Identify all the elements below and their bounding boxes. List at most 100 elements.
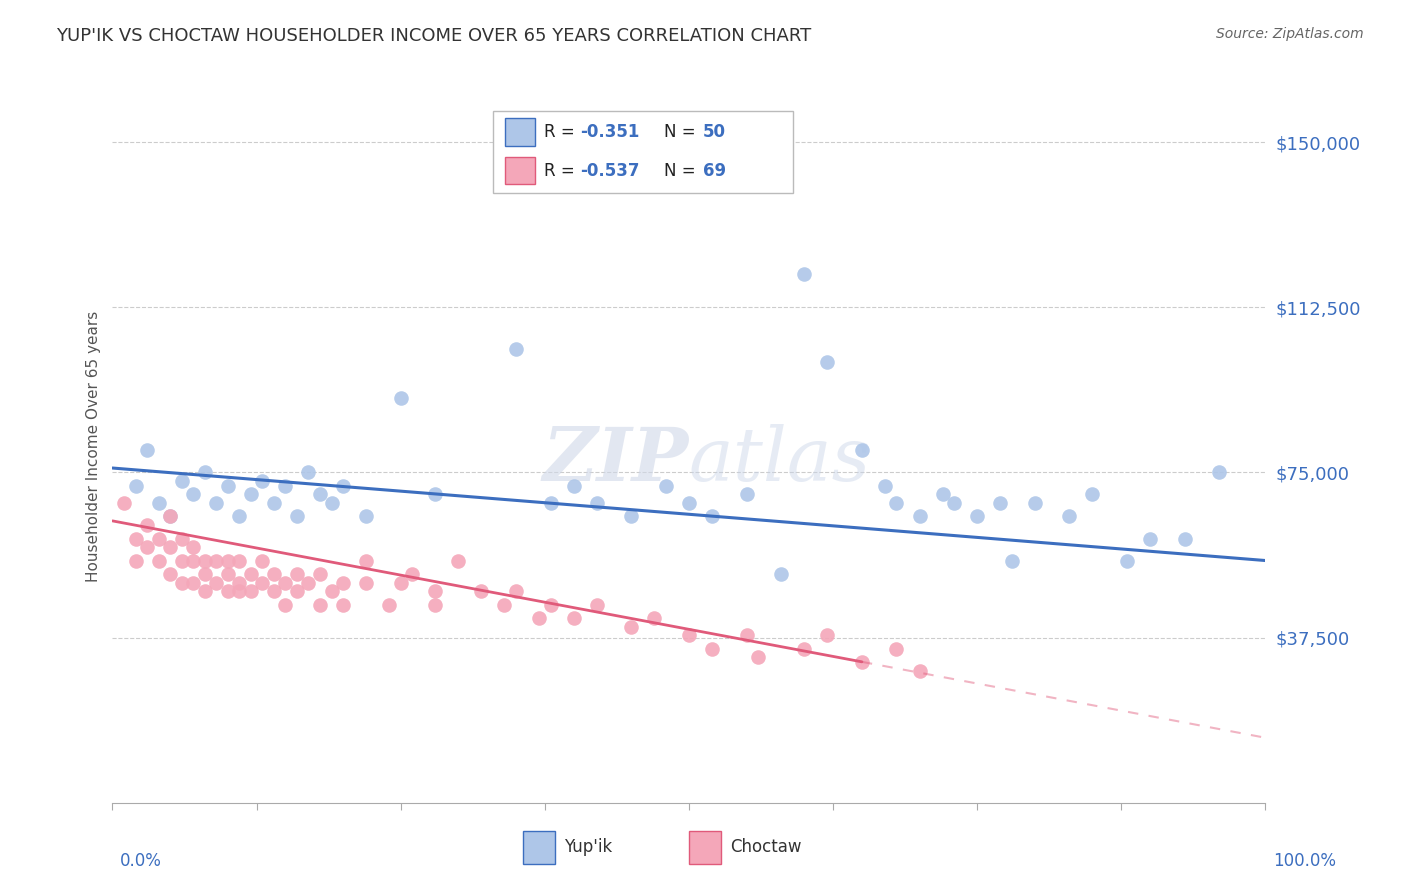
Point bbox=[540, 598, 562, 612]
Point bbox=[1081, 487, 1104, 501]
Point bbox=[735, 487, 758, 501]
Point bbox=[332, 478, 354, 492]
Point bbox=[205, 496, 228, 510]
Point bbox=[886, 496, 908, 510]
Point bbox=[285, 584, 308, 599]
Point bbox=[332, 575, 354, 590]
Point bbox=[321, 584, 343, 599]
Point bbox=[354, 509, 377, 524]
Point bbox=[793, 267, 815, 281]
Point bbox=[505, 584, 527, 599]
Point bbox=[540, 496, 562, 510]
Point bbox=[425, 487, 447, 501]
Point bbox=[425, 584, 447, 599]
Point bbox=[1059, 509, 1081, 524]
Point bbox=[124, 553, 146, 567]
Point bbox=[297, 575, 319, 590]
Point bbox=[170, 475, 193, 489]
Text: ZIP: ZIP bbox=[543, 424, 689, 497]
Point bbox=[1139, 532, 1161, 546]
Point bbox=[217, 566, 239, 581]
Point bbox=[228, 553, 250, 567]
Point bbox=[194, 566, 217, 581]
Point bbox=[252, 553, 274, 567]
Point bbox=[931, 487, 953, 501]
Point bbox=[181, 575, 204, 590]
Point bbox=[263, 584, 285, 599]
Point bbox=[494, 598, 516, 612]
Point bbox=[136, 541, 159, 555]
Point bbox=[700, 509, 723, 524]
Point bbox=[1001, 553, 1024, 567]
Point bbox=[217, 584, 239, 599]
Point bbox=[124, 532, 146, 546]
Point bbox=[170, 575, 193, 590]
Point bbox=[274, 478, 297, 492]
Text: 100.0%: 100.0% bbox=[1272, 852, 1336, 870]
Point bbox=[332, 598, 354, 612]
Text: Source: ZipAtlas.com: Source: ZipAtlas.com bbox=[1216, 27, 1364, 41]
Point bbox=[170, 532, 193, 546]
Point bbox=[159, 541, 181, 555]
Point bbox=[389, 575, 412, 590]
Point bbox=[735, 628, 758, 642]
Point bbox=[815, 628, 838, 642]
Point bbox=[217, 553, 239, 567]
Point bbox=[309, 487, 332, 501]
Point bbox=[228, 509, 250, 524]
Point bbox=[159, 509, 181, 524]
Point bbox=[136, 443, 159, 458]
Point bbox=[239, 584, 262, 599]
Point bbox=[194, 584, 217, 599]
Point bbox=[274, 575, 297, 590]
Point bbox=[678, 628, 700, 642]
Point bbox=[585, 496, 607, 510]
Text: 0.0%: 0.0% bbox=[120, 852, 162, 870]
Point bbox=[425, 598, 447, 612]
Point bbox=[309, 566, 332, 581]
Point bbox=[354, 553, 377, 567]
Point bbox=[943, 496, 966, 510]
Point bbox=[908, 509, 931, 524]
Point bbox=[700, 641, 723, 656]
Point bbox=[354, 575, 377, 590]
Point bbox=[181, 487, 204, 501]
Point bbox=[285, 566, 308, 581]
Point bbox=[263, 496, 285, 510]
Point bbox=[620, 509, 643, 524]
Point bbox=[124, 478, 146, 492]
Text: atlas: atlas bbox=[689, 424, 872, 497]
Point bbox=[851, 655, 873, 669]
Point bbox=[851, 443, 873, 458]
Point bbox=[655, 478, 678, 492]
Point bbox=[309, 598, 332, 612]
Point bbox=[148, 532, 170, 546]
Point bbox=[194, 466, 217, 480]
Point bbox=[285, 509, 308, 524]
Point bbox=[274, 598, 297, 612]
Point bbox=[1024, 496, 1046, 510]
Point bbox=[205, 553, 228, 567]
Point bbox=[505, 342, 527, 356]
Point bbox=[148, 496, 170, 510]
Point bbox=[1116, 553, 1139, 567]
Point bbox=[620, 619, 643, 633]
Point bbox=[389, 391, 412, 405]
Point bbox=[297, 466, 319, 480]
Point bbox=[585, 598, 607, 612]
Point bbox=[321, 496, 343, 510]
Point bbox=[170, 553, 193, 567]
Point bbox=[228, 575, 250, 590]
Point bbox=[217, 478, 239, 492]
Point bbox=[148, 553, 170, 567]
Point bbox=[873, 478, 896, 492]
Point bbox=[194, 553, 217, 567]
Point bbox=[263, 566, 285, 581]
Point bbox=[159, 509, 181, 524]
Point bbox=[205, 575, 228, 590]
Text: YUP'IK VS CHOCTAW HOUSEHOLDER INCOME OVER 65 YEARS CORRELATION CHART: YUP'IK VS CHOCTAW HOUSEHOLDER INCOME OVE… bbox=[56, 27, 811, 45]
Point bbox=[988, 496, 1011, 510]
Point bbox=[447, 553, 470, 567]
Point bbox=[643, 611, 665, 625]
Point bbox=[401, 566, 423, 581]
